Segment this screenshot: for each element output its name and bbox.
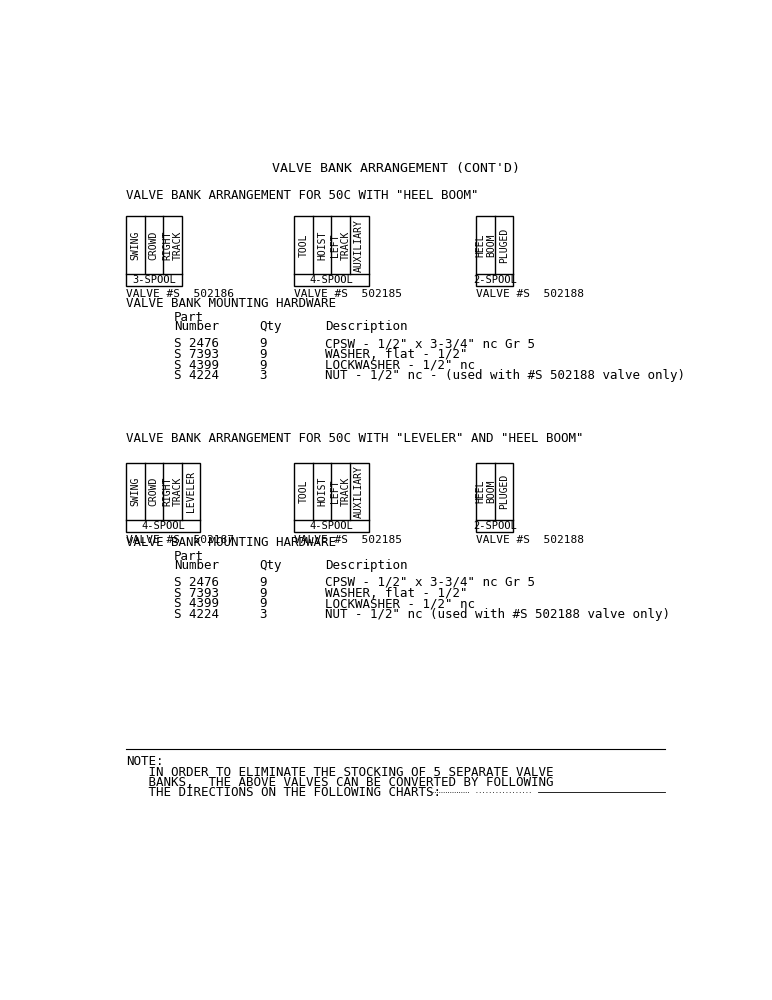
Text: 9: 9 xyxy=(259,348,267,361)
Text: SWING: SWING xyxy=(130,230,141,260)
Text: LEFT
TRACK: LEFT TRACK xyxy=(330,477,351,506)
Text: VALVE BANK MOUNTING HARDWARE: VALVE BANK MOUNTING HARDWARE xyxy=(126,297,336,310)
Text: VALVE #S  502188: VALVE #S 502188 xyxy=(476,535,584,545)
Text: 4-SPOOL: 4-SPOOL xyxy=(141,521,185,531)
Text: Number: Number xyxy=(174,320,219,333)
Text: IN ORDER TO ELIMINATE THE STOCKING OF 5 SEPARATE VALVE: IN ORDER TO ELIMINATE THE STOCKING OF 5 … xyxy=(126,766,554,779)
Text: VALVE BANK ARRANGEMENT (CONT'D): VALVE BANK ARRANGEMENT (CONT'D) xyxy=(272,162,520,175)
Bar xyxy=(294,216,368,286)
Text: 4-SPOOL: 4-SPOOL xyxy=(310,275,354,285)
Text: RIGHT
TRACK: RIGHT TRACK xyxy=(162,230,183,260)
Text: 2-SPOOL: 2-SPOOL xyxy=(473,521,516,531)
Text: VALVE #S  502187: VALVE #S 502187 xyxy=(126,535,234,545)
Text: Qty: Qty xyxy=(259,559,282,572)
Text: S 4224: S 4224 xyxy=(174,608,219,621)
Bar xyxy=(126,463,201,532)
Bar xyxy=(126,216,181,286)
Text: Description: Description xyxy=(325,320,408,333)
Text: VALVE #S  502185: VALVE #S 502185 xyxy=(294,535,402,545)
Text: Number: Number xyxy=(174,559,219,572)
Text: PLUGED: PLUGED xyxy=(499,228,510,263)
Text: HEEL
BOOM: HEEL BOOM xyxy=(475,233,496,257)
Text: CPSW - 1/2" x 3-3/4" nc Gr 5: CPSW - 1/2" x 3-3/4" nc Gr 5 xyxy=(325,576,535,589)
Text: BANKS,  THE ABOVE VALVES CAN BE CONVERTED BY FOLLOWING: BANKS, THE ABOVE VALVES CAN BE CONVERTED… xyxy=(126,776,554,789)
Text: S 7393: S 7393 xyxy=(174,587,219,600)
Text: NUT - 1/2" nc - (used with #S 502188 valve only): NUT - 1/2" nc - (used with #S 502188 val… xyxy=(325,369,685,382)
Text: LOCKWASHER - 1/2" nc: LOCKWASHER - 1/2" nc xyxy=(325,359,475,372)
Text: TOOL: TOOL xyxy=(299,480,309,503)
Text: 9: 9 xyxy=(259,597,267,610)
Text: VALVE BANK ARRANGEMENT FOR 50C WITH "HEEL BOOM": VALVE BANK ARRANGEMENT FOR 50C WITH "HEE… xyxy=(126,189,479,202)
Text: 3-SPOOL: 3-SPOOL xyxy=(132,275,176,285)
Text: NUT - 1/2" nc (used with #S 502188 valve only): NUT - 1/2" nc (used with #S 502188 valve… xyxy=(325,608,670,621)
Text: 4-SPOOL: 4-SPOOL xyxy=(310,521,354,531)
Text: AUXILIARY: AUXILIARY xyxy=(354,465,364,518)
Text: LOCKWASHER - 1/2" nc: LOCKWASHER - 1/2" nc xyxy=(325,597,475,610)
Text: VALVE #S  502185: VALVE #S 502185 xyxy=(294,289,402,299)
Text: LEVELER: LEVELER xyxy=(186,471,196,512)
Text: 2-SPOOL: 2-SPOOL xyxy=(473,275,516,285)
Text: 3: 3 xyxy=(259,369,267,382)
Text: 3: 3 xyxy=(259,608,267,621)
Text: S 2476: S 2476 xyxy=(174,576,219,589)
Bar xyxy=(476,216,513,286)
Text: VALVE #S  502186: VALVE #S 502186 xyxy=(126,289,234,299)
Text: CROWD: CROWD xyxy=(149,477,159,506)
Text: Part: Part xyxy=(174,550,204,563)
Text: HOIST: HOIST xyxy=(317,477,327,506)
Text: VALVE BANK ARRANGEMENT FOR 50C WITH "LEVELER" AND "HEEL BOOM": VALVE BANK ARRANGEMENT FOR 50C WITH "LEV… xyxy=(126,432,584,445)
Text: VALVE #S  502188: VALVE #S 502188 xyxy=(476,289,584,299)
Text: 9: 9 xyxy=(259,359,267,372)
Text: WASHER, flat - 1/2": WASHER, flat - 1/2" xyxy=(325,587,468,600)
Text: PLUGED: PLUGED xyxy=(499,474,510,509)
Text: WASHER, flat - 1/2": WASHER, flat - 1/2" xyxy=(325,348,468,361)
Text: HOIST: HOIST xyxy=(317,230,327,260)
Text: RIGHT
TRACK: RIGHT TRACK xyxy=(162,477,183,506)
Text: S 4399: S 4399 xyxy=(174,359,219,372)
Text: NOTE:: NOTE: xyxy=(126,755,164,768)
Text: HEEL
BOOM: HEEL BOOM xyxy=(475,480,496,503)
Text: S 2476: S 2476 xyxy=(174,337,219,350)
Bar xyxy=(294,463,368,532)
Bar xyxy=(476,463,513,532)
Text: Description: Description xyxy=(325,559,408,572)
Text: 9: 9 xyxy=(259,587,267,600)
Text: S 4224: S 4224 xyxy=(174,369,219,382)
Text: VALVE BANK MOUNTING HARDWARE: VALVE BANK MOUNTING HARDWARE xyxy=(126,536,336,549)
Text: AUXILIARY: AUXILIARY xyxy=(354,219,364,272)
Text: 9: 9 xyxy=(259,576,267,589)
Text: Qty: Qty xyxy=(259,320,282,333)
Text: S 4399: S 4399 xyxy=(174,597,219,610)
Text: CROWD: CROWD xyxy=(149,230,159,260)
Text: LEFT
TRACK: LEFT TRACK xyxy=(330,230,351,260)
Text: Part: Part xyxy=(174,311,204,324)
Text: S 7393: S 7393 xyxy=(174,348,219,361)
Text: THE DIRECTIONS ON THE FOLLOWING CHARTS:: THE DIRECTIONS ON THE FOLLOWING CHARTS: xyxy=(126,786,441,799)
Text: 9: 9 xyxy=(259,337,267,350)
Text: CPSW - 1/2" x 3-3/4" nc Gr 5: CPSW - 1/2" x 3-3/4" nc Gr 5 xyxy=(325,337,535,350)
Text: TOOL: TOOL xyxy=(299,233,309,257)
Text: SWING: SWING xyxy=(130,477,141,506)
